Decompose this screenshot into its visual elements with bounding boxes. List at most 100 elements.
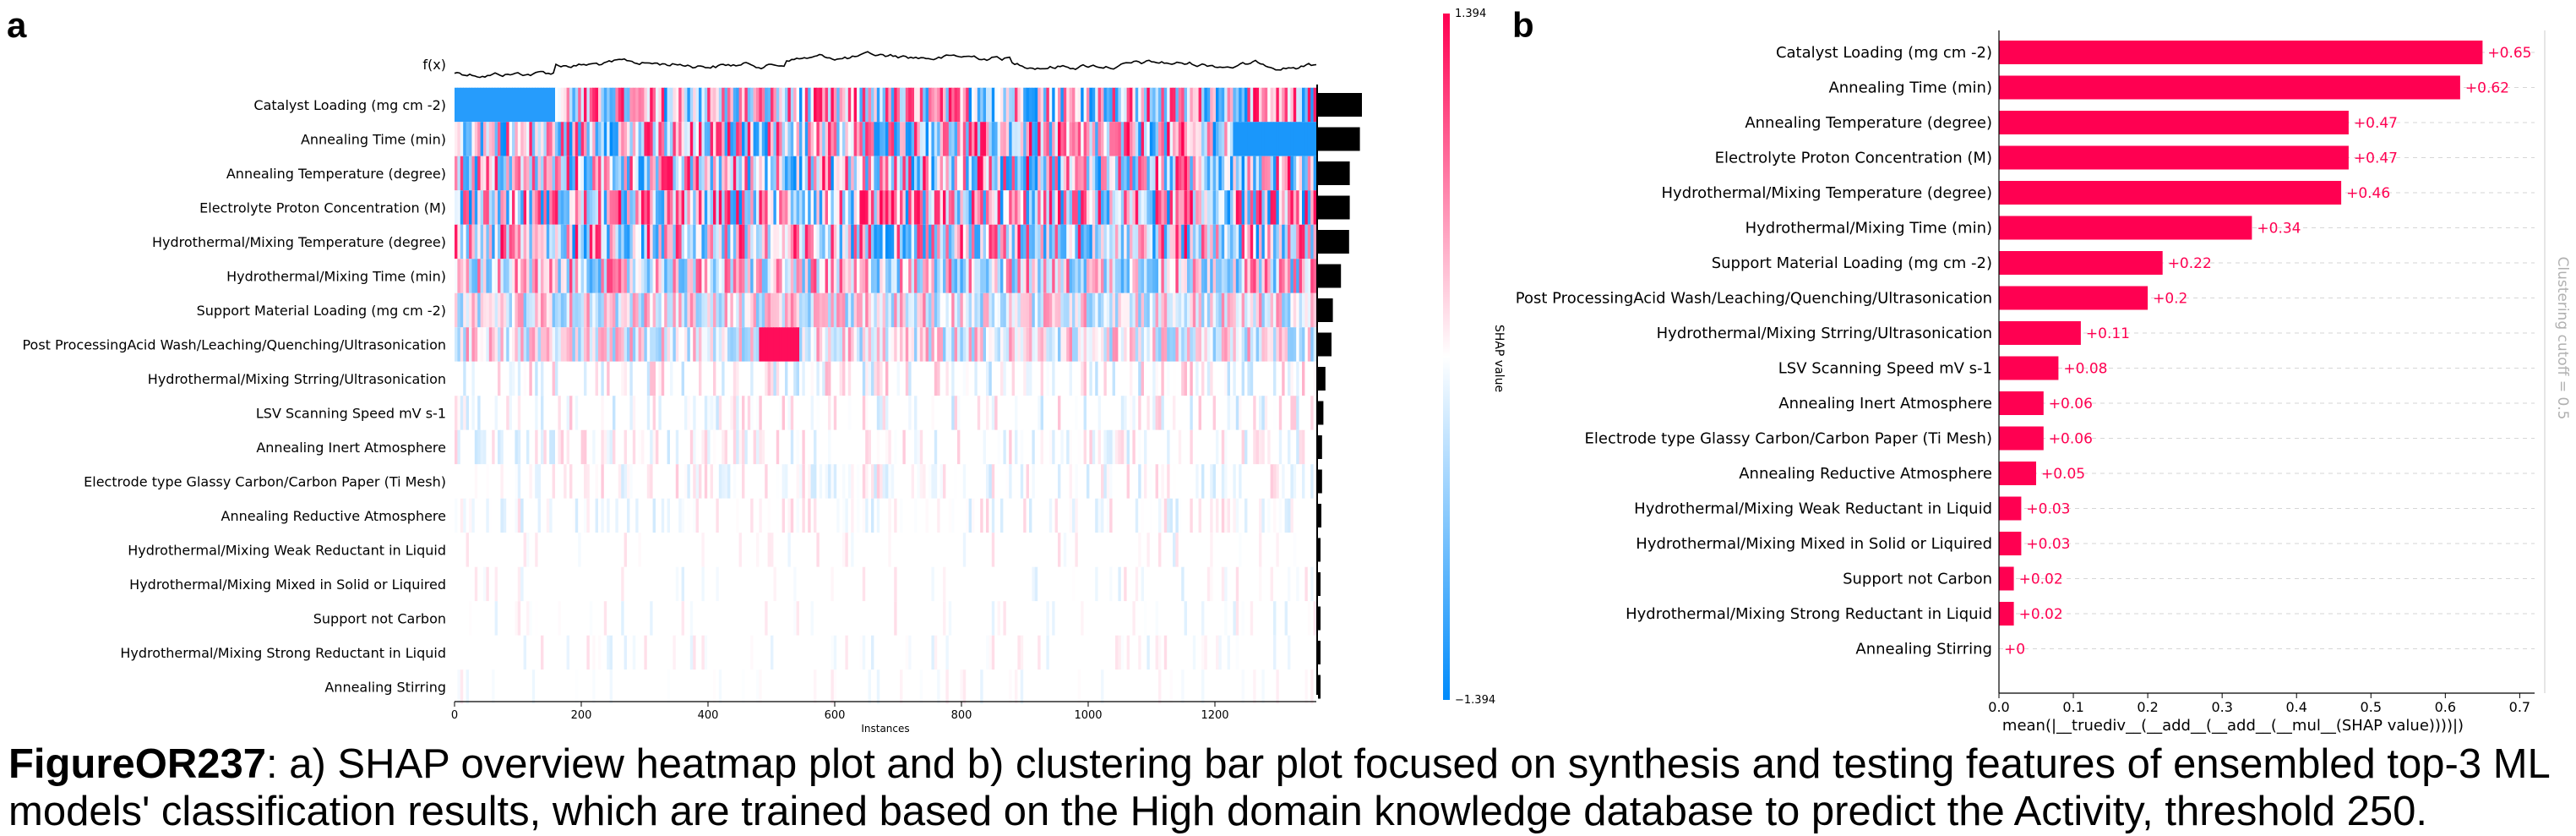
heatmap-cell	[517, 601, 521, 636]
heatmap-cell	[787, 601, 792, 636]
heatmap-cell	[1276, 327, 1280, 362]
heatmap-cell	[1233, 292, 1237, 328]
heatmap-cell	[1158, 224, 1162, 260]
heatmap-cell	[1195, 361, 1200, 396]
heatmap-cell	[500, 259, 504, 293]
heatmap-cell	[1241, 429, 1245, 465]
heatmap-cell	[492, 259, 496, 293]
heatmap-cell	[722, 327, 726, 362]
heatmap-cell	[736, 327, 740, 362]
heatmap-cell	[960, 361, 964, 396]
heatmap-cell	[492, 224, 496, 260]
heatmap-cell	[661, 601, 665, 636]
heatmap-cell	[652, 87, 656, 123]
heatmap-cell	[853, 224, 858, 260]
heatmap-cell	[1161, 464, 1165, 499]
heatmap-cell	[646, 361, 651, 396]
heatmap-cell	[787, 87, 792, 123]
heatmap-cell	[902, 190, 907, 225]
heatmap-cell	[632, 533, 636, 567]
heatmap-cell	[796, 156, 800, 191]
heatmap-cell	[1204, 464, 1208, 499]
heatmap-cell	[868, 292, 872, 328]
heatmap-cell	[905, 429, 909, 465]
heatmap-cell	[675, 259, 679, 293]
heatmap-cell	[819, 190, 823, 225]
heatmap-cell	[1015, 327, 1018, 362]
heatmap-cell	[1284, 566, 1288, 602]
heatmap-cell	[1103, 190, 1108, 225]
heatmap-cell	[1201, 122, 1205, 156]
heatmap-cell	[1290, 190, 1294, 225]
heatmap-cell	[756, 122, 760, 156]
heatmap-cell	[526, 635, 530, 670]
heatmap-cell	[732, 635, 737, 670]
heatmap-cell	[836, 361, 841, 396]
heatmap-cell	[1212, 601, 1217, 636]
heatmap-cell	[871, 259, 874, 293]
heatmap-cell	[693, 533, 697, 567]
heatmap-cell	[851, 429, 855, 465]
heatmap-cell	[687, 601, 691, 636]
heatmap-cell	[925, 156, 929, 191]
heatmap-cell	[890, 292, 895, 328]
heatmap-cell	[991, 190, 995, 225]
heatmap-cell	[839, 190, 843, 225]
heatmap-cell	[738, 635, 743, 670]
heatmap-cell	[836, 429, 841, 465]
heatmap-cell	[1083, 429, 1087, 465]
heatmap-cell	[1106, 190, 1110, 225]
heatmap-cell	[1163, 87, 1168, 123]
heatmap-cell	[943, 259, 946, 293]
heatmap-cell	[1216, 498, 1219, 533]
heatmap-cell	[607, 635, 611, 670]
heatmap-cell	[1221, 87, 1225, 123]
heatmap-cell	[1023, 464, 1027, 499]
heatmap-cell	[790, 498, 794, 533]
heatmap-cell	[1003, 396, 1007, 430]
heatmap-cell	[1054, 259, 1059, 293]
heatmap-cell	[894, 396, 898, 430]
heatmap-cell	[656, 361, 659, 396]
heatmap-cell	[1120, 566, 1125, 602]
heatmap-cell	[857, 464, 860, 499]
heatmap-cell	[986, 601, 989, 636]
heatmap-cell	[1192, 498, 1196, 533]
heatmap-cell	[988, 327, 993, 362]
heatmap-cell	[845, 429, 849, 465]
heatmap-cell	[1230, 396, 1234, 430]
heatmap-cell	[1227, 601, 1231, 636]
heatmap-cell	[598, 190, 602, 225]
heatmap-cell	[695, 156, 700, 191]
heatmap-cell	[713, 429, 716, 465]
heatmap-cell	[569, 566, 573, 602]
heatmap-cell	[759, 327, 763, 362]
heatmap-cell	[779, 429, 783, 465]
heatmap-cell	[782, 601, 786, 636]
heatmap-cell	[988, 498, 993, 533]
heatmap-cell	[948, 224, 952, 260]
heatmap-cell	[1221, 464, 1225, 499]
heatmap-cell	[962, 601, 967, 636]
heatmap-cell	[1054, 224, 1059, 260]
heatmap-cell	[980, 292, 984, 328]
heatmap-cell	[1132, 87, 1136, 123]
heatmap-cell	[882, 122, 886, 156]
heatmap-cell	[960, 429, 964, 465]
heatmap-cell	[865, 327, 869, 362]
heatmap-cell	[1130, 361, 1133, 396]
heatmap-cell	[673, 156, 677, 191]
heatmap-cell	[713, 122, 716, 156]
heatmap-cell	[621, 464, 625, 499]
heatmap-cell	[1288, 259, 1291, 293]
heatmap-cell	[847, 122, 852, 156]
heatmap-cell	[1261, 396, 1266, 430]
heatmap-cell	[520, 327, 525, 362]
heatmap-cell	[1184, 292, 1188, 328]
heatmap-cell	[1015, 464, 1018, 499]
heatmap-cell	[730, 292, 734, 328]
heatmap-cell	[1169, 292, 1174, 328]
heatmap-cell	[560, 429, 564, 465]
heatmap-cell	[1017, 533, 1021, 567]
heatmap-cell	[638, 429, 642, 465]
